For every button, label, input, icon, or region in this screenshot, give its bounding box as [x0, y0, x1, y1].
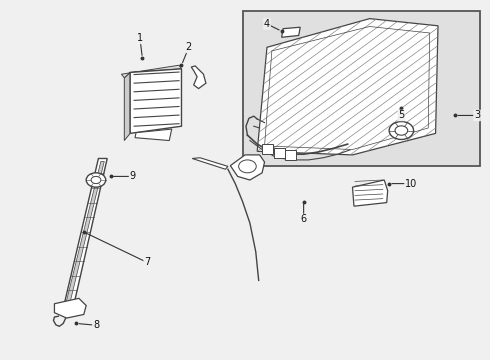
Circle shape [86, 173, 106, 187]
Text: 4: 4 [264, 19, 270, 29]
Polygon shape [257, 19, 438, 155]
Text: 6: 6 [300, 215, 307, 224]
Text: 2: 2 [186, 42, 192, 52]
Text: 3: 3 [474, 111, 480, 121]
Bar [274, 148, 285, 158]
Polygon shape [192, 158, 228, 169]
Polygon shape [130, 69, 181, 134]
Text: 8: 8 [93, 320, 99, 330]
Bar [243, 12, 480, 166]
Text: 5: 5 [398, 111, 404, 121]
Circle shape [389, 122, 414, 139]
Polygon shape [191, 66, 206, 89]
Text: 7: 7 [144, 257, 150, 267]
Bar [262, 144, 273, 154]
Bar [285, 150, 296, 160]
Polygon shape [352, 180, 388, 206]
Polygon shape [124, 72, 130, 140]
Polygon shape [135, 129, 172, 140]
Text: 10: 10 [405, 179, 417, 189]
Polygon shape [65, 161, 104, 306]
Polygon shape [282, 27, 300, 37]
Polygon shape [63, 158, 107, 309]
Text: 9: 9 [129, 171, 136, 181]
Polygon shape [230, 155, 265, 180]
Polygon shape [122, 65, 181, 78]
Text: 1: 1 [137, 33, 143, 43]
Polygon shape [54, 298, 86, 318]
